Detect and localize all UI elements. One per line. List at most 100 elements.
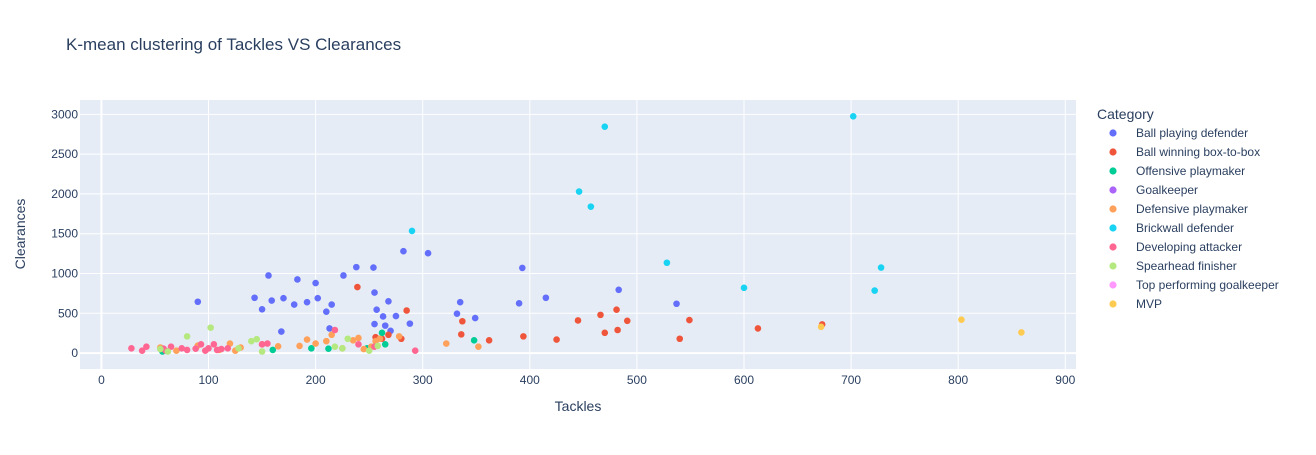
data-point xyxy=(143,343,150,351)
data-point xyxy=(385,331,392,339)
data-point xyxy=(475,343,482,351)
data-point xyxy=(167,343,175,351)
data-point xyxy=(817,323,825,331)
data-point xyxy=(269,346,277,354)
legend-marker xyxy=(1109,205,1117,213)
grid-lines xyxy=(80,100,1076,369)
data-point xyxy=(355,334,362,342)
series-group xyxy=(817,316,1025,336)
data-point xyxy=(365,347,373,354)
data-point xyxy=(303,336,311,343)
data-point xyxy=(457,331,465,338)
y-tick-label: 2500 xyxy=(51,147,78,161)
data-point xyxy=(344,335,352,343)
data-point xyxy=(379,313,387,320)
data-point xyxy=(381,322,389,329)
data-point xyxy=(614,326,621,334)
data-point xyxy=(248,337,255,345)
data-point xyxy=(312,340,319,347)
x-tick-label: 300 xyxy=(413,373,433,387)
data-point xyxy=(485,337,493,344)
series-group xyxy=(408,113,885,294)
data-point xyxy=(849,113,857,120)
data-point xyxy=(164,348,172,355)
y-tick-label: 3000 xyxy=(51,107,78,121)
y-tick-label: 500 xyxy=(58,306,78,320)
data-point xyxy=(265,272,272,279)
data-point xyxy=(258,306,266,313)
data-point xyxy=(251,294,258,302)
data-point xyxy=(520,333,527,340)
x-tick-label: 100 xyxy=(199,373,219,387)
data-point xyxy=(400,247,407,255)
data-point xyxy=(453,310,461,317)
data-point xyxy=(312,279,319,287)
legend-marker xyxy=(1109,129,1117,137)
data-point xyxy=(442,340,450,347)
data-point xyxy=(877,264,885,271)
legend-item-label: Ball winning box-to-box xyxy=(1136,145,1260,159)
data-point xyxy=(403,307,410,314)
y-tick-label: 2000 xyxy=(51,187,78,201)
legend-marker xyxy=(1109,148,1117,156)
data-point xyxy=(258,348,266,355)
legend-title: Category xyxy=(1097,106,1154,122)
data-point xyxy=(339,345,346,352)
data-point xyxy=(128,345,135,352)
data-point xyxy=(340,272,347,279)
data-point xyxy=(268,297,276,304)
legend: Ball playing defender Ball winning box-to… xyxy=(1109,126,1279,311)
x-axis-label: Tackles xyxy=(555,398,602,414)
data-point xyxy=(515,300,523,307)
data-point xyxy=(258,341,266,348)
data-point xyxy=(197,341,205,348)
x-tick-label: 900 xyxy=(1055,373,1075,387)
data-point xyxy=(381,341,389,348)
series-group xyxy=(194,247,680,335)
data-point xyxy=(323,337,330,345)
x-tick-label: 600 xyxy=(734,373,754,387)
data-point xyxy=(374,342,382,350)
data-point xyxy=(411,347,419,354)
data-point xyxy=(574,317,582,324)
data-point xyxy=(205,345,212,352)
data-point xyxy=(553,336,560,343)
data-point xyxy=(385,298,392,305)
data-point xyxy=(224,345,232,352)
data-point xyxy=(740,284,748,292)
data-point xyxy=(686,316,693,324)
x-tick-label: 0 xyxy=(98,373,105,387)
data-point xyxy=(290,301,298,308)
data-points xyxy=(128,113,1025,355)
plot-area xyxy=(80,100,1076,369)
data-point xyxy=(519,264,526,272)
chart-title: K-mean clustering of Tackles VS Clearanc… xyxy=(66,35,401,54)
y-axis-label: Clearances xyxy=(12,199,28,270)
data-point xyxy=(328,301,335,308)
data-point xyxy=(210,341,218,348)
data-point xyxy=(314,294,322,302)
legend-item-label: MVP xyxy=(1136,297,1162,311)
x-tick-label: 800 xyxy=(948,373,968,387)
data-point xyxy=(406,320,414,327)
data-point xyxy=(376,335,384,343)
data-point xyxy=(326,325,333,332)
data-point xyxy=(754,325,762,332)
data-point xyxy=(370,264,377,271)
x-tick-label: 500 xyxy=(627,373,647,387)
data-point xyxy=(587,203,595,210)
y-tick-label: 0 xyxy=(71,346,78,360)
data-point xyxy=(676,335,684,343)
legend-marker xyxy=(1109,167,1117,175)
y-tick-label: 1000 xyxy=(51,266,78,280)
x-tick-label: 700 xyxy=(841,373,861,387)
data-point xyxy=(303,298,311,306)
legend-marker xyxy=(1109,243,1117,251)
data-point xyxy=(575,188,583,195)
data-point xyxy=(280,294,287,302)
data-point xyxy=(331,326,339,334)
data-point xyxy=(615,286,622,294)
data-point xyxy=(323,308,330,315)
data-point xyxy=(371,289,378,296)
